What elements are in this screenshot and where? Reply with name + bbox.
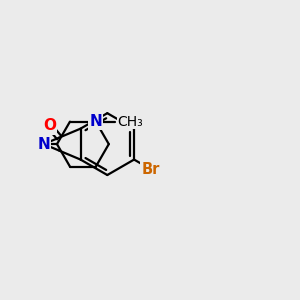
Text: N: N [89,114,102,129]
Text: N: N [38,136,50,152]
Text: CH₃: CH₃ [117,115,143,129]
Text: O: O [43,118,56,134]
Text: Br: Br [142,162,160,177]
